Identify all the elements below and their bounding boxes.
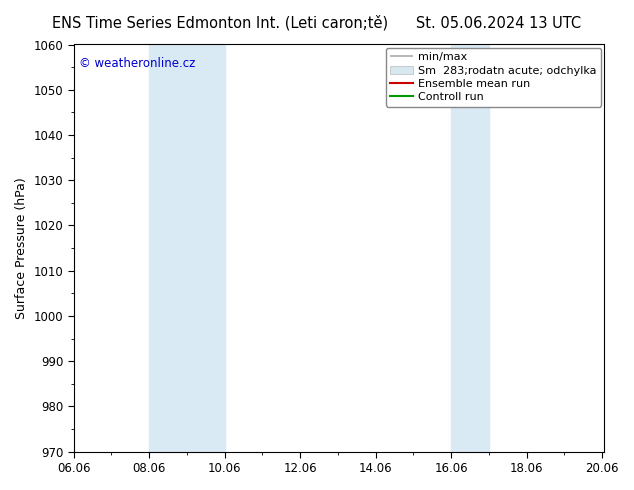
- Bar: [149, 45, 224, 452]
- Y-axis label: Surface Pressure (hPa): Surface Pressure (hPa): [15, 177, 28, 319]
- Bar: [451, 45, 489, 452]
- Text: ENS Time Series Edmonton Int. (Leti caron;tě)      St. 05.06.2024 13 UTC: ENS Time Series Edmonton Int. (Leti caro…: [53, 15, 581, 30]
- Text: © weatheronline.cz: © weatheronline.cz: [79, 57, 195, 70]
- Legend: min/max, Sm  283;rodatn acute; odchylka, Ensemble mean run, Controll run: min/max, Sm 283;rodatn acute; odchylka, …: [386, 48, 601, 107]
